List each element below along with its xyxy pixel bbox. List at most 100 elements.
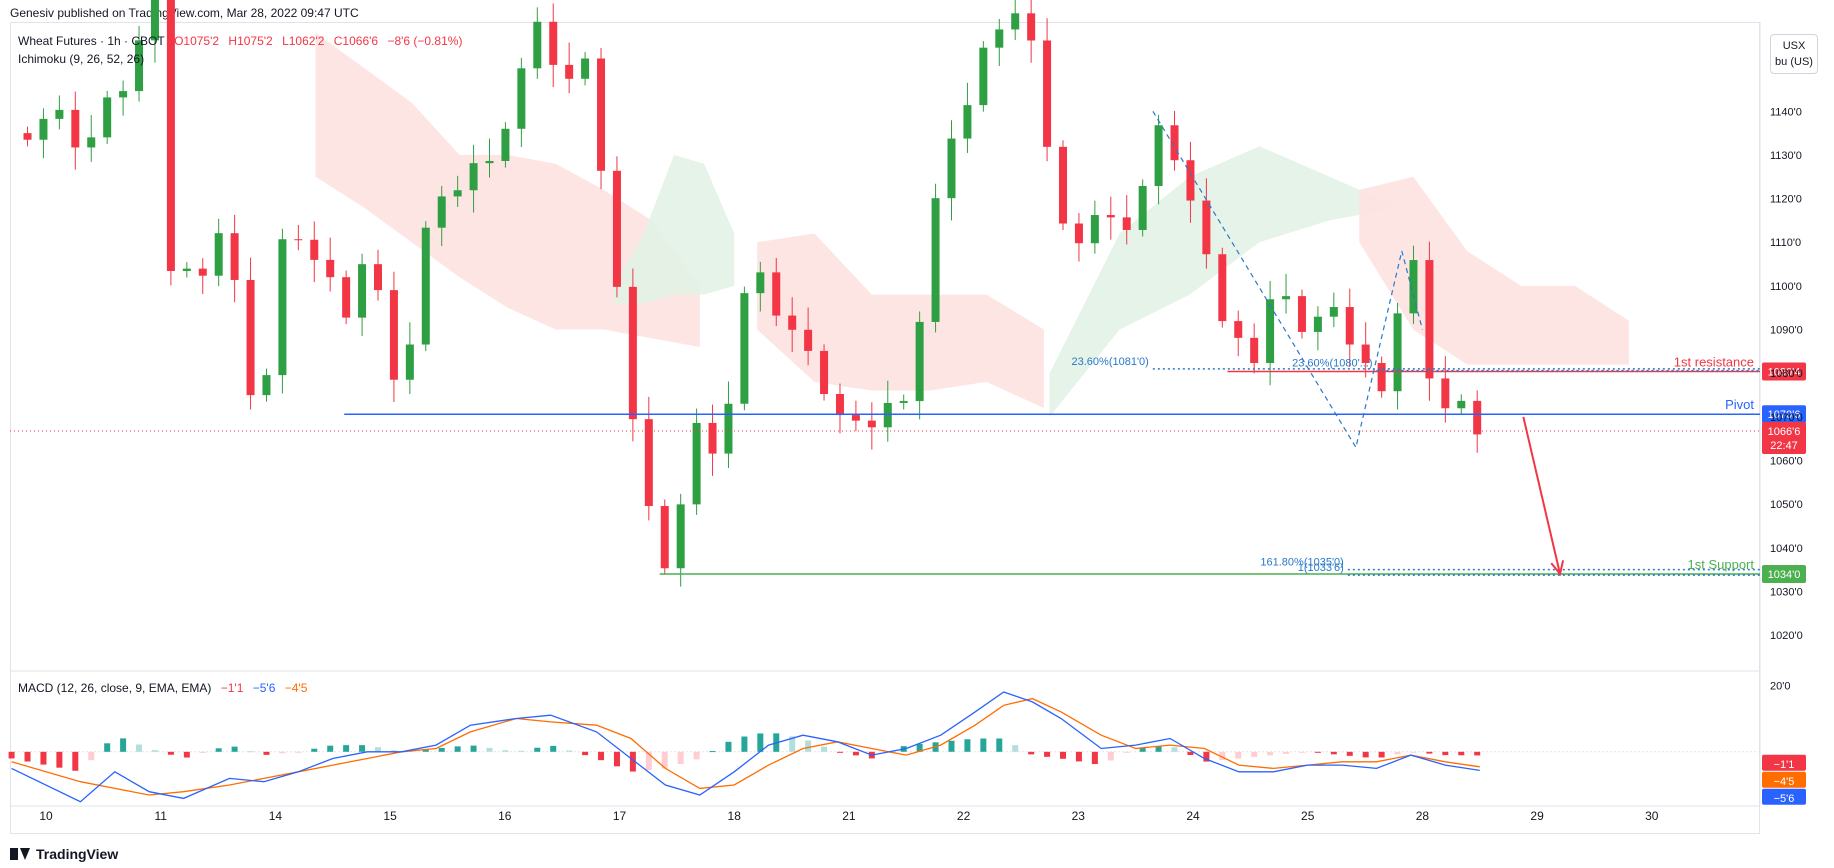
time-axis-tick: 16 <box>498 809 512 823</box>
candle-body <box>1361 344 1370 364</box>
macd-hist-bar <box>56 751 63 768</box>
candle-body <box>756 272 765 294</box>
low-value: L1062'2 <box>282 34 325 48</box>
candle-body <box>995 29 1004 48</box>
candle <box>1393 302 1402 410</box>
candle <box>517 57 526 148</box>
candle <box>182 262 191 278</box>
time-axis-tick: 23 <box>1072 809 1086 823</box>
candle-body <box>979 47 988 106</box>
candle <box>533 7 542 79</box>
candle <box>1345 288 1354 367</box>
1st-support-label: 1st Support <box>1688 557 1755 572</box>
macd-hist-bar <box>279 751 286 754</box>
cloud-segment <box>315 32 700 347</box>
arrow-shaft <box>1522 416 1562 575</box>
candle-body <box>1059 146 1068 224</box>
macd-hist-bar <box>1139 747 1146 752</box>
candle <box>565 42 574 94</box>
candle <box>501 122 510 168</box>
candle-body <box>166 0 175 271</box>
1st-support-price-tag[interactable]: 1034'0 <box>1762 564 1806 583</box>
candle-body <box>612 170 621 287</box>
cloud-segment <box>613 154 735 304</box>
fib-zigzag <box>1152 110 1423 449</box>
macd-hist-bar <box>1219 751 1226 761</box>
macd-signal-value: −4'5 <box>284 681 308 695</box>
change-value: −8'6 (−0.81%) <box>387 34 463 48</box>
macd-legend[interactable]: MACD (12, 26, close, 9, EMA, EMA) −1'1 −… <box>18 681 313 695</box>
high-value: H1075'2 <box>228 34 273 48</box>
candle-body <box>899 401 908 403</box>
candle-body <box>533 21 542 69</box>
price-axis-tick: 1040'0 <box>1770 543 1803 555</box>
macd-hist-bar <box>964 739 971 752</box>
candle <box>437 185 446 247</box>
forecast-arrow[interactable] <box>1522 416 1565 577</box>
macd-hist-bar <box>183 751 190 758</box>
macd-hist-bar <box>1171 747 1178 752</box>
candle-body <box>1457 400 1466 409</box>
candle <box>262 368 271 402</box>
candle <box>278 228 287 394</box>
ichimoku-legend[interactable]: Ichimoku (9, 26, 52, 26) <box>18 52 150 66</box>
candle-body <box>103 97 112 138</box>
candle-body <box>660 506 669 569</box>
current-price-tag[interactable]: 1066'6 22:47 <box>1762 422 1806 455</box>
time-axis-tick: 30 <box>1645 809 1659 823</box>
candle <box>804 307 813 366</box>
candle <box>724 381 733 468</box>
macd-hist-bar <box>167 751 174 755</box>
candle <box>1154 114 1163 205</box>
macd-hist-value: −1'1 <box>220 681 244 695</box>
candle-body <box>1441 378 1450 409</box>
macd-hist-bar <box>1251 751 1258 757</box>
macd-hist-bar <box>24 751 31 762</box>
macd-hist-bar <box>151 750 158 752</box>
value-tag-text: −4'5 <box>1774 776 1795 788</box>
candle-body <box>485 160 494 164</box>
candle <box>1043 18 1052 162</box>
macd-hist-bar <box>1060 751 1067 759</box>
macd-hist-bar <box>486 747 493 752</box>
macd-hist-bar <box>725 741 732 752</box>
candle <box>835 383 844 434</box>
candle-body <box>867 420 876 428</box>
pivot-price-tag[interactable]: 1070'6 <box>1762 405 1806 424</box>
price-tag-text: 1070'6 <box>1768 409 1801 421</box>
candle-body <box>421 227 430 345</box>
symbol-title[interactable]: Wheat Futures · 1h · CBOT <box>18 34 165 48</box>
candle <box>1329 292 1338 328</box>
candle-body <box>1043 40 1052 147</box>
pivot-label: Pivot <box>1725 397 1754 412</box>
price-axis-tick: 1030'0 <box>1770 586 1803 598</box>
candle-body <box>469 163 478 191</box>
unit-selector[interactable]: USX bu (US) <box>1770 34 1818 74</box>
candle <box>1297 289 1306 339</box>
candle-body <box>947 138 956 199</box>
candle-body <box>358 264 367 318</box>
macd-hist-bar <box>1203 751 1210 762</box>
candle <box>421 221 430 352</box>
candle <box>1473 390 1482 453</box>
candle <box>246 257 255 410</box>
candle <box>1282 273 1291 314</box>
macd-hist-bar <box>374 747 381 752</box>
macd-hist-bar <box>852 751 859 756</box>
macd-hist-bar <box>1298 751 1305 753</box>
macd-hist-bar <box>1235 751 1242 759</box>
candle <box>963 82 972 153</box>
1st-resistance-price-tag[interactable]: 1080'4 <box>1762 362 1806 381</box>
macd-hist-bar <box>247 751 254 753</box>
tradingview-footer[interactable]: TradingView <box>10 846 118 862</box>
candle-body <box>501 128 510 161</box>
candle <box>1266 280 1275 386</box>
price-axis-tick: 1050'0 <box>1770 499 1803 511</box>
1st-resistance-label: 1st resistance <box>1674 354 1754 369</box>
candle-body <box>1170 125 1179 161</box>
price-axis-tick: 1140'0 <box>1770 106 1802 118</box>
macd-hist-bar <box>199 751 206 753</box>
time-axis-tick: 24 <box>1186 809 1200 823</box>
macd-hist-bar <box>805 740 812 752</box>
